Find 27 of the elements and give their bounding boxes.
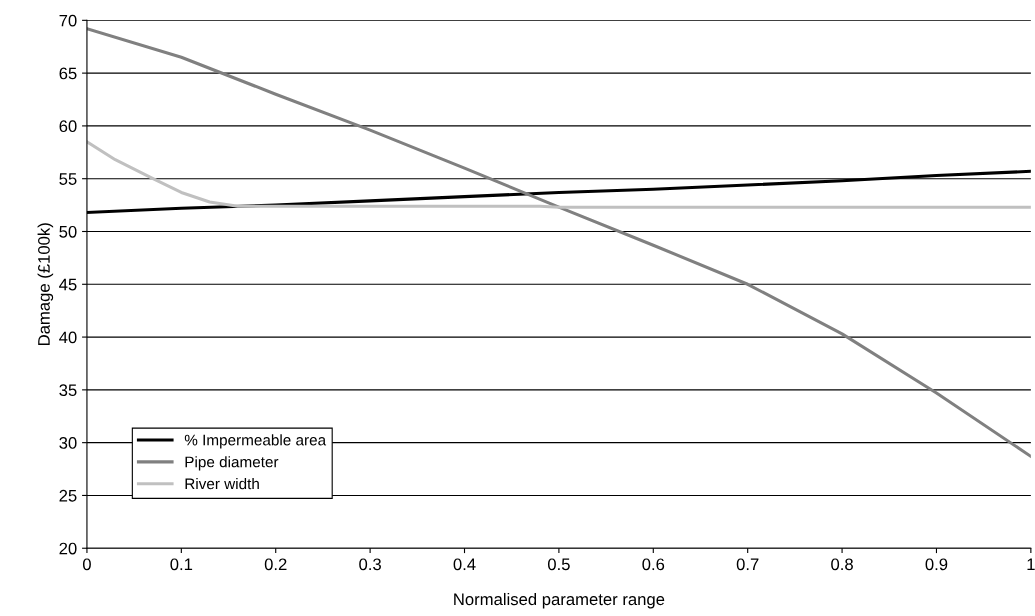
y-tick-label: 55 (59, 173, 77, 185)
y-tick-label: 65 (59, 67, 77, 80)
x-tick-label: 0 (82, 558, 91, 571)
x-tick-label: 0.3 (359, 558, 381, 571)
legend-label: Pipe diameter (185, 456, 279, 471)
y-tick-label: 40 (59, 331, 77, 344)
x-tick-label: 0.7 (736, 558, 759, 571)
x-axis-title: Normalised parameter range (454, 592, 665, 609)
y-tick-label: 70 (59, 14, 77, 27)
y-tick-label: 25 (59, 489, 77, 502)
y-tick-label: 20 (59, 542, 77, 555)
x-tick-label: 0.1 (170, 558, 193, 571)
x-tick-label: 1 (1027, 558, 1035, 571)
y-tick-label: 45 (59, 278, 77, 291)
y-tick-label: 30 (59, 437, 77, 449)
x-tick-label: 0.8 (831, 558, 853, 571)
x-tick-label: 0.5 (547, 558, 570, 571)
x-tick-label: 0.4 (453, 558, 476, 571)
y-tick-label: 50 (59, 225, 77, 238)
x-tick-label: 0.2 (264, 558, 287, 571)
y-axis-title: Damage (£100k) (37, 223, 54, 345)
y-tick-label: 35 (59, 384, 77, 397)
y-tick-label: 60 (59, 120, 77, 133)
x-tick-label: 0.9 (925, 558, 948, 571)
legend-label: River width (185, 478, 259, 490)
legend-label: % Impermeable area (184, 434, 327, 449)
x-tick-label: 0.6 (642, 558, 665, 571)
